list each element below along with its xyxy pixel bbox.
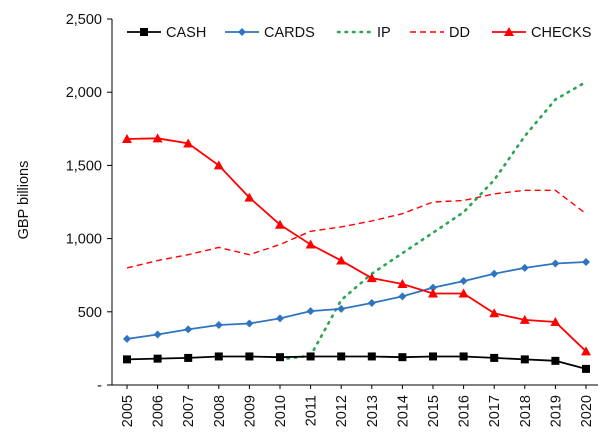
series-cash	[123, 352, 590, 373]
x-tick-label: 2007	[181, 395, 197, 427]
data-point-cards	[245, 319, 254, 328]
legend-label-cash: CASH	[166, 25, 206, 41]
legend-item-cards: CARDS	[225, 25, 315, 41]
x-tick-label: 2011	[304, 395, 320, 426]
data-point-cash	[153, 354, 162, 363]
x-tick-label: 2018	[518, 395, 534, 427]
x-tick-label: 2020	[579, 395, 595, 427]
data-point-cards	[276, 314, 284, 323]
y-axis-title: GBP billions	[16, 161, 32, 240]
legend-item-cash: CASH	[127, 25, 206, 41]
data-point-checks	[244, 192, 255, 202]
data-point-checks	[550, 317, 561, 327]
y-tick-label: 1,500	[66, 158, 102, 174]
data-point-cards	[367, 299, 376, 308]
series-line-cards	[126, 261, 587, 340]
series-line-ip	[278, 80, 588, 361]
legend-label-checks: CHECKS	[531, 25, 591, 41]
data-point-cash	[551, 356, 560, 365]
data-point-cards	[214, 320, 223, 329]
data-point-cash	[123, 355, 131, 364]
x-tick-label: 2010	[273, 395, 289, 427]
legend-label-dd: DD	[449, 25, 470, 41]
data-point-cards	[582, 258, 590, 267]
data-point-checks	[152, 133, 163, 143]
data-point-checks	[122, 134, 132, 144]
x-tick-label: 2016	[457, 395, 473, 427]
data-point-checks	[489, 308, 500, 318]
x-tick-label: 2009	[242, 395, 258, 427]
data-point-cash	[367, 352, 376, 361]
y-tick-label: -	[97, 378, 102, 394]
legend-marker-checks	[504, 27, 514, 36]
data-point-checks	[275, 219, 285, 229]
data-point-cash	[276, 353, 284, 362]
data-point-cards	[520, 263, 529, 272]
data-point-checks	[336, 255, 347, 265]
x-tick-label: 2005	[120, 395, 136, 427]
data-point-checks	[458, 288, 469, 298]
legend-label-ip: IP	[377, 25, 391, 41]
data-point-cards	[337, 304, 346, 313]
legend-marker-cash	[140, 28, 148, 36]
x-tick-label: 2008	[212, 395, 228, 427]
x-tick-label: 2017	[487, 395, 503, 427]
data-point-cards	[490, 269, 499, 278]
data-point-checks	[183, 138, 194, 148]
data-point-cards	[551, 259, 560, 268]
data-point-cash	[306, 352, 315, 361]
series-line-checks	[126, 137, 587, 352]
legend: CASH CARDS IP DD CHECKS	[127, 25, 591, 41]
legend-item-checks: CHECKS	[492, 25, 591, 41]
y-tick-label: 500	[78, 305, 102, 321]
legend-item-ip: IP	[336, 25, 391, 41]
series-ip	[278, 80, 588, 361]
x-tick-label: 2013	[365, 395, 381, 427]
x-tick-label: 2019	[548, 395, 564, 427]
data-point-cash	[398, 353, 407, 362]
series-cards	[123, 258, 590, 343]
data-point-checks	[581, 346, 591, 356]
data-point-checks	[213, 160, 224, 170]
y-tick-label: 1,000	[66, 232, 102, 248]
x-tick-label: 2006	[151, 395, 167, 427]
legend-item-dd: DD	[410, 25, 470, 41]
series-lines	[122, 80, 591, 373]
data-point-cards	[153, 330, 162, 339]
series-line-dd	[126, 189, 587, 269]
data-point-cards	[429, 283, 437, 292]
series-dd	[126, 189, 587, 269]
series-line-cash	[126, 355, 587, 370]
series-checks	[122, 133, 591, 356]
data-point-cash	[337, 352, 346, 361]
data-point-cash	[429, 352, 437, 361]
x-tick-label: 2014	[395, 395, 411, 427]
data-point-cards	[459, 277, 468, 286]
data-point-checks	[366, 273, 377, 283]
data-point-cards	[123, 334, 131, 343]
data-point-checks	[519, 314, 530, 324]
data-point-cards	[184, 325, 193, 334]
data-point-cash	[245, 352, 254, 361]
data-point-checks	[397, 278, 408, 288]
axes: - 500 1,000 1,500 2,000 2,500 2005 2006 2007 2008…	[66, 12, 598, 427]
y-tick-label: 2,000	[66, 85, 102, 101]
data-point-checks	[305, 239, 316, 249]
legend-label-cards: CARDS	[264, 25, 315, 41]
legend-marker-cards	[238, 28, 246, 36]
data-point-cash	[582, 364, 590, 373]
data-point-checks	[428, 288, 438, 298]
data-point-cards	[306, 307, 315, 316]
data-point-cash	[490, 353, 499, 362]
data-point-cash	[459, 352, 468, 361]
data-point-cash	[184, 353, 193, 362]
data-point-cards	[398, 292, 407, 301]
data-point-cash	[214, 352, 223, 361]
x-tick-label: 2015	[426, 395, 442, 427]
data-point-cash	[520, 355, 529, 364]
x-tick-label: 2012	[334, 395, 350, 427]
y-tick-label: 2,500	[66, 12, 102, 28]
